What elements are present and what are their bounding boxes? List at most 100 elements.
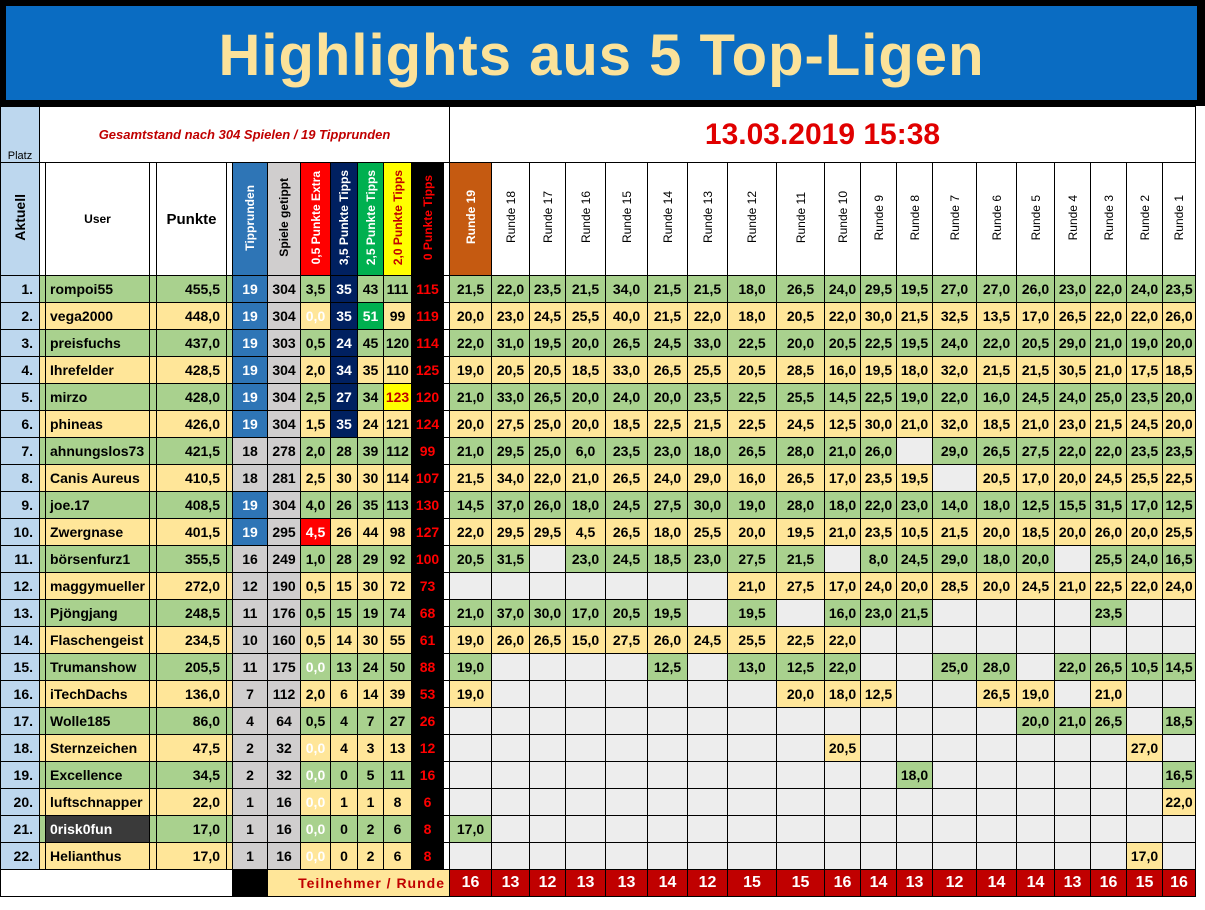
round-score-cell	[860, 653, 897, 681]
round-score-cell: 24,5	[896, 545, 933, 573]
rank-cell: 14.	[0, 626, 40, 654]
p25-cell: 39	[357, 437, 384, 465]
round-header: Runde 8	[896, 162, 933, 276]
timestamp: 13.03.2019 15:38	[449, 106, 1196, 163]
p0-cell: 53	[411, 680, 444, 708]
spiele-cell: 16	[267, 788, 301, 816]
round-score-cell: 21,5	[1016, 356, 1055, 384]
footer-row: Teilnehmer / Runde 16 13 12 13 13 14 12 15 15 16 14…	[0, 869, 1196, 897]
round-score-cell: 24,5	[1126, 410, 1163, 438]
round-score-cell: 22,5	[647, 410, 688, 438]
round-score-cell: 18,0	[824, 680, 861, 708]
p20-cell: 92	[383, 545, 412, 573]
round-score-cell	[565, 761, 606, 789]
title-frame: Highlights aus 5 Top-Ligen	[0, 0, 1205, 106]
standings-table: Platz Gesamtstand nach 304 Spielen / 19 …	[0, 106, 1196, 897]
punkte-header: Punkte	[156, 162, 227, 276]
p35-cell: 34	[330, 356, 358, 384]
round-score-cell: 20,5	[449, 545, 492, 573]
round-score-cell: 23,0	[491, 302, 530, 330]
round-score-cell: 16,0	[727, 464, 777, 492]
round-score-cell: 20,5	[824, 734, 861, 762]
round-score-cell	[1162, 680, 1196, 708]
tipprunden-cell: 19	[232, 491, 268, 519]
p05-header: 0,5 Punkte Extra	[300, 162, 331, 276]
round-score-cell: 19,0	[449, 626, 492, 654]
p0-cell: 127	[411, 518, 444, 546]
round-score-cell: 17,0	[1016, 302, 1055, 330]
round-score-cell	[824, 545, 861, 573]
round-score-cell: 21,0	[449, 437, 492, 465]
p05-cell: 0,0	[300, 653, 331, 681]
round-score-cell: 21,0	[727, 572, 777, 600]
round-participant-count: 16	[449, 869, 492, 897]
round-score-cell	[824, 707, 861, 735]
user-name: preisfuchs	[45, 329, 150, 357]
round-score-cell: 22,5	[860, 329, 897, 357]
p25-cell: 51	[357, 302, 384, 330]
p0-header: 0 Punkte Tipps	[411, 162, 444, 276]
p05-cell: 2,0	[300, 680, 331, 708]
round-score-cell	[1126, 599, 1163, 627]
p0-cell: 119	[411, 302, 444, 330]
footer-spacer	[0, 869, 233, 897]
p20-cell: 39	[383, 680, 412, 708]
round-score-cell: 18,5	[1016, 518, 1055, 546]
spacer	[149, 599, 157, 627]
user-name: iTechDachs	[45, 680, 150, 708]
round-score-cell	[449, 734, 492, 762]
points-cell: 17,0	[156, 815, 227, 843]
round-score-cell	[605, 707, 648, 735]
round-score-cell	[860, 788, 897, 816]
points-cell: 428,5	[156, 356, 227, 384]
round-score-cell	[932, 707, 977, 735]
p0-cell: 114	[411, 329, 444, 357]
table-row: 12. maggymueller 272,0 12 190 0,5 15 30 72 73 21,0…	[0, 572, 1196, 600]
round-score-cell: 20,5	[776, 302, 825, 330]
round-score-cell: 26,0	[647, 626, 688, 654]
round-score-cell: 23,5	[687, 383, 728, 411]
round-score-cell: 25,0	[529, 437, 566, 465]
round-score-cell	[1090, 761, 1127, 789]
round-score-cell	[976, 815, 1017, 843]
round-score-cell: 20,0	[1126, 518, 1163, 546]
round-score-cell: 21,5	[449, 275, 492, 303]
round-score-cell: 24,5	[529, 302, 566, 330]
round-header: Runde 9	[860, 162, 897, 276]
round-participant-count: 13	[896, 869, 933, 897]
rank-cell: 11.	[0, 545, 40, 573]
rank-cell: 22.	[0, 842, 40, 870]
p0-cell: 26	[411, 707, 444, 735]
round-score-cell: 6,0	[565, 437, 606, 465]
round-score-cell: 21,5	[1090, 410, 1127, 438]
round-score-cell: 4,5	[565, 518, 606, 546]
round-score-cell: 26,0	[1090, 518, 1127, 546]
p20-cell: 99	[383, 302, 412, 330]
round-score-cell: 25,0	[529, 410, 566, 438]
round-score-cell: 19,0	[449, 653, 492, 681]
user-name: Excellence	[45, 761, 150, 789]
round-score-cell: 26,5	[647, 356, 688, 384]
table-row: 11. börsenfurz1 355,5 16 249 1,0 28 29 92 100 20,5…	[0, 545, 1196, 573]
spiele-cell: 32	[267, 734, 301, 762]
p35-cell: 35	[330, 302, 358, 330]
user-name: Trumanshow	[45, 653, 150, 681]
tipprunden-cell: 18	[232, 437, 268, 465]
round-score-cell: 27,0	[932, 275, 977, 303]
round-score-cell	[491, 680, 530, 708]
round-score-cell: 34,0	[491, 464, 530, 492]
p05-cell: 2,5	[300, 464, 331, 492]
table-row: 5. mirzo 428,0 19 304 2,5 27 34 123 120 21,0 33,0 26…	[0, 383, 1196, 411]
table-row: 22. Helianthus 17,0 1 16 0,0 0 2 6 8 17,0	[0, 842, 1196, 870]
round-score-cell: 20,0	[1162, 410, 1196, 438]
round-score-cell	[860, 626, 897, 654]
p25-cell: 30	[357, 572, 384, 600]
round-score-cell: 24,5	[605, 491, 648, 519]
p0-cell: 12	[411, 734, 444, 762]
round-participant-count: 14	[647, 869, 688, 897]
round-score-cell: 18,5	[647, 545, 688, 573]
tipprunden-cell: 2	[232, 734, 268, 762]
round-score-cell: 19,5	[776, 518, 825, 546]
rank-cell: 17.	[0, 707, 40, 735]
round-score-cell: 18,0	[896, 761, 933, 789]
